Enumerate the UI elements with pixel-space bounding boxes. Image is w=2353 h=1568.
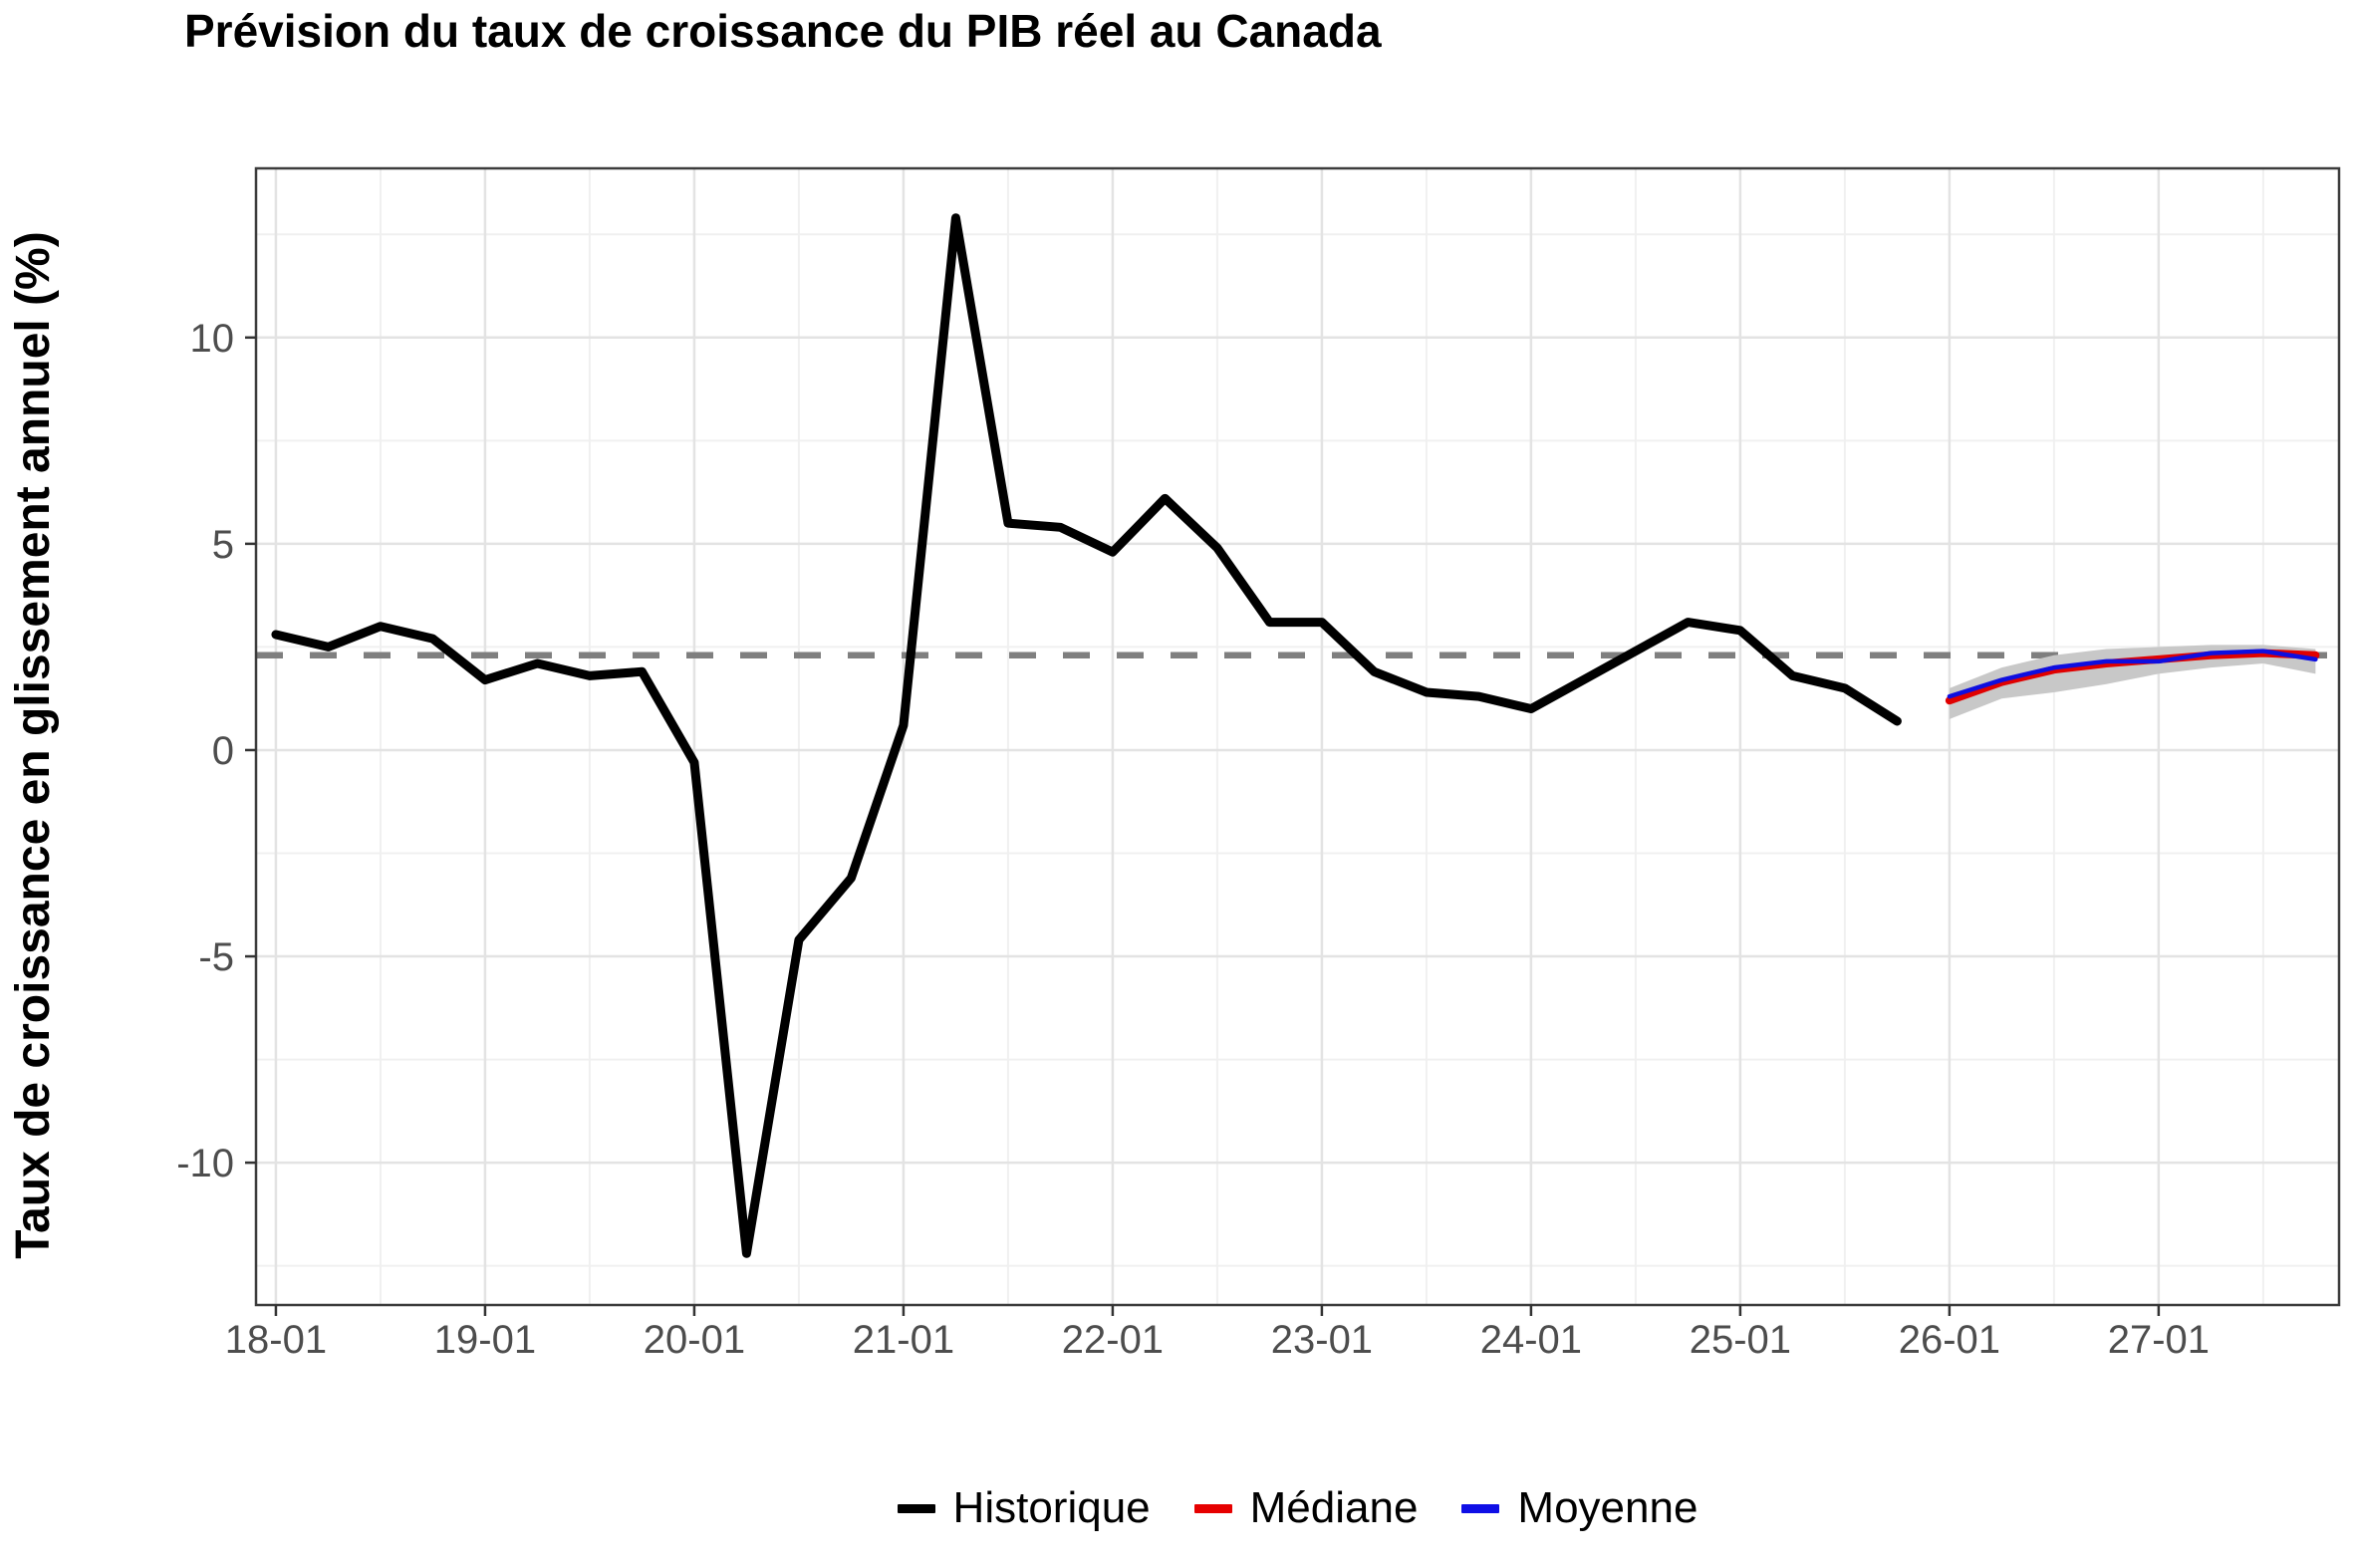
confidence-ribbon <box>1949 645 2316 719</box>
moyenne-line-key <box>1461 1503 1500 1513</box>
y-tick-label: -5 <box>198 935 234 979</box>
y-tick-label: 10 <box>190 317 235 361</box>
legend-item-mediane: Médiane <box>1193 1483 1419 1532</box>
legend-item-moyenne: Moyenne <box>1461 1486 1698 1530</box>
plot-panel <box>256 168 2339 1305</box>
x-tick-label: 24-01 <box>1480 1318 1582 1362</box>
historique-line-key <box>897 1503 935 1513</box>
legend-item-historique: Historique <box>897 1483 1151 1532</box>
mediane-line-key <box>1193 1503 1232 1513</box>
y-tick-label: -10 <box>176 1142 234 1185</box>
panel-border <box>254 166 2341 1307</box>
chart-legend: Historique Médiane Moyenne <box>256 1476 2339 1540</box>
mean-line <box>1947 649 2318 699</box>
x-tick-label: 26-01 <box>1899 1318 2000 1362</box>
chart-title: Prévision du taux de croissance du PIB r… <box>184 5 1382 57</box>
historical-line <box>271 213 1902 1258</box>
legend-label-mediane: Médiane <box>1249 1483 1419 1532</box>
y-tick-label: 0 <box>212 729 234 773</box>
x-tick-label: 20-01 <box>644 1318 745 1362</box>
legend-label-moyenne: Moyenne <box>1517 1483 1699 1532</box>
x-tick-label: 18-01 <box>225 1318 327 1362</box>
x-tick-label: 22-01 <box>1062 1318 1164 1362</box>
x-tick-label: 21-01 <box>853 1318 954 1362</box>
x-tick-label: 25-01 <box>1690 1318 1791 1362</box>
y-tick-label: 5 <box>212 523 234 567</box>
legend-label-historique: Historique <box>952 1483 1151 1532</box>
x-tick-label: 19-01 <box>434 1318 536 1362</box>
x-tick-label: 23-01 <box>1271 1318 1373 1362</box>
x-tick-label: 27-01 <box>2108 1318 2210 1362</box>
